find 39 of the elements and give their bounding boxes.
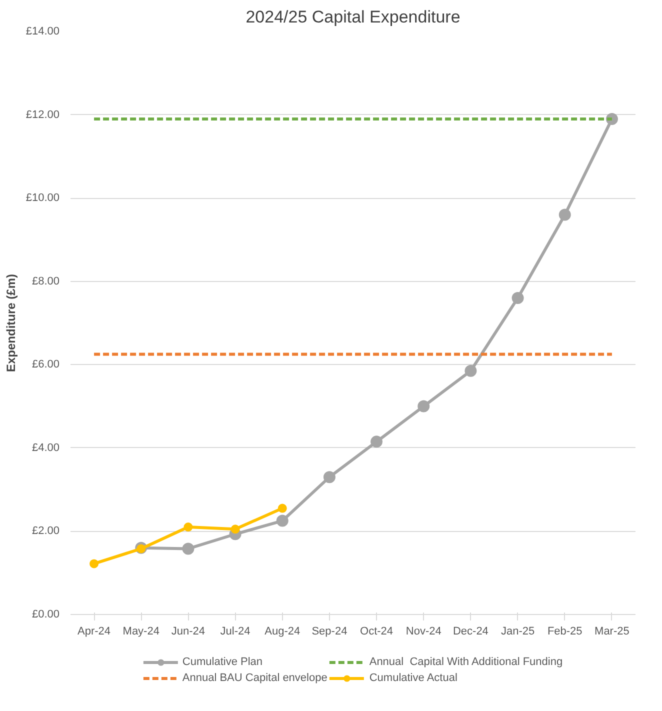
y-tick-label: £2.00 [32, 525, 60, 538]
y-tick-label: £12.00 [26, 108, 60, 121]
legend-label: Cumulative Actual [369, 671, 458, 685]
x-tick-label: May-24 [122, 626, 160, 638]
y-axis-title: Expenditure (£m) [4, 274, 18, 372]
y-tick-label: £8.00 [32, 275, 60, 288]
y-tick-label: £0.00 [32, 608, 60, 620]
point [278, 504, 287, 513]
x-tick-label: Oct-24 [360, 626, 394, 638]
x-tick-label: Aug-24 [264, 626, 300, 638]
point [90, 559, 99, 568]
chart-title: 2024/25 Capital Expenditure [246, 8, 460, 26]
y-tick-label: £4.00 [32, 442, 60, 454]
point [136, 544, 146, 554]
x-tick-label: Nov-24 [406, 626, 442, 638]
legend-label: Annual Capital With Additional Funding [369, 655, 563, 669]
y-tick-label: £6.00 [32, 358, 60, 371]
x-tick-label: Jun-24 [171, 626, 206, 638]
x-tick-label: Apr-24 [78, 626, 111, 638]
x-tick-label: Dec-24 [452, 626, 488, 638]
point [182, 542, 194, 555]
legend-label: Cumulative Plan [182, 655, 263, 669]
point [418, 400, 430, 412]
point [464, 364, 477, 377]
point [370, 436, 383, 448]
x-tick-label: Mar-25 [594, 626, 630, 638]
x-tick-label: Sep-24 [312, 626, 348, 638]
legend-label: Annual BAU Capital envelope [182, 671, 328, 685]
point [558, 208, 571, 221]
y-tick-label: £14.00 [26, 26, 60, 38]
point [230, 524, 240, 534]
x-tick-label: Jan-25 [500, 626, 535, 638]
x-tick-label: Feb-25 [547, 626, 582, 638]
point [276, 514, 288, 527]
x-tick-label: Jul-24 [220, 626, 250, 638]
point [323, 471, 336, 484]
point [512, 292, 524, 304]
y-tick-label: £10.00 [26, 192, 60, 204]
point [184, 522, 193, 532]
